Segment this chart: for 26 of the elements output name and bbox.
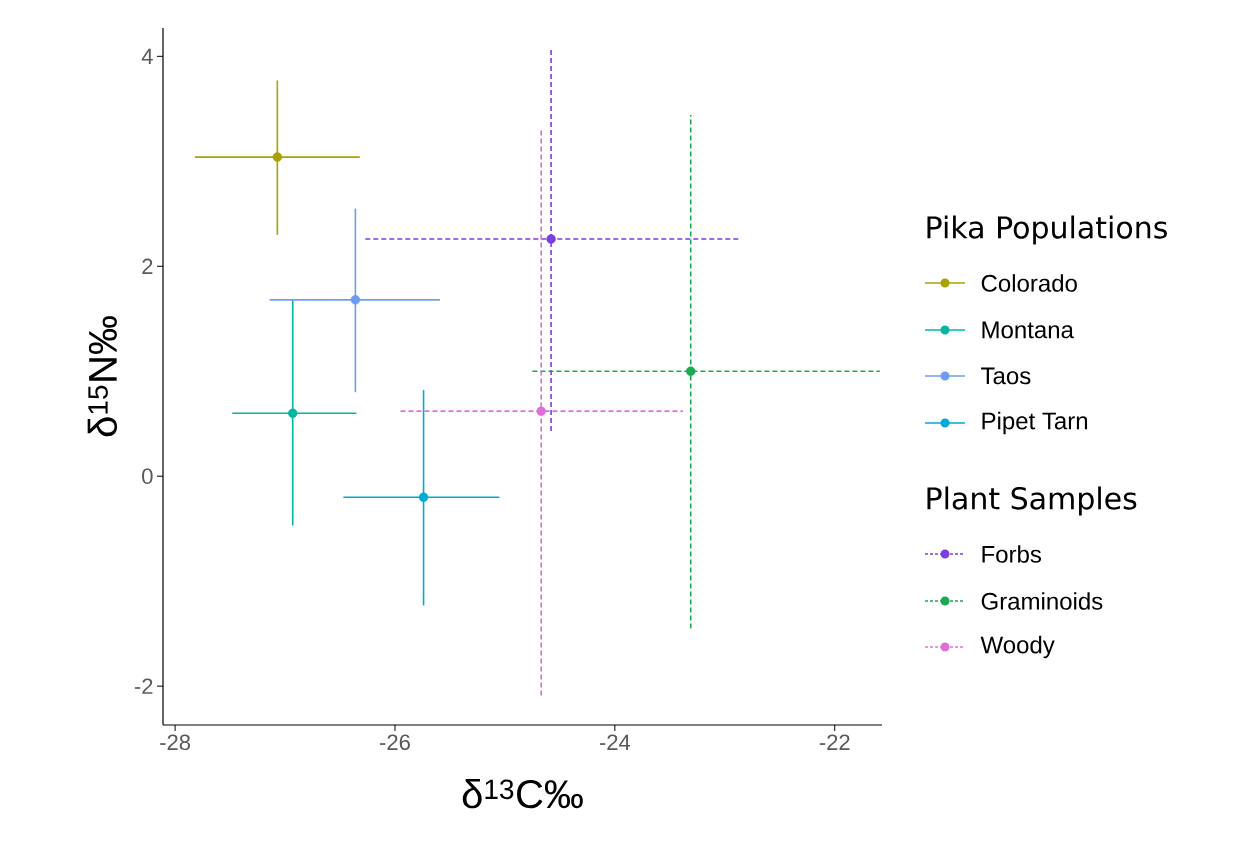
y-tick-label: -2: [134, 678, 153, 694]
point: [272, 152, 283, 162]
text: Pika Populations: [927, 215, 1167, 245]
legend-label: Woody: [980, 635, 1055, 659]
legend-label: Pipet Tarn: [982, 411, 1088, 435]
x-tick-label: -24: [599, 734, 631, 750]
y-tick-label: 4: [141, 48, 153, 64]
point: [546, 234, 556, 244]
point: [686, 366, 696, 376]
legend-label: Montana: [982, 321, 1074, 339]
y-tick-label: 0: [142, 468, 153, 484]
point: [418, 492, 429, 502]
y-axis-title: δ$^{15}$N‰: [87, 316, 118, 437]
x-tick-label: -22: [819, 734, 850, 750]
text: Plant Samples: [927, 486, 1137, 516]
legend-label: Colorado: [981, 274, 1077, 292]
x-tick-label: -26: [380, 734, 410, 751]
point: [288, 408, 298, 418]
legend-label: Forbs: [982, 545, 1042, 563]
point: [536, 406, 546, 416]
x-axis-title: δ$^{13}$C‰: [462, 778, 583, 809]
legend-label: Graminoids: [981, 592, 1103, 610]
y-tick-label: 2: [142, 258, 153, 274]
point: [350, 295, 361, 305]
x-tick-label: -28: [160, 734, 191, 751]
legend-label: Taos: [981, 367, 1031, 385]
